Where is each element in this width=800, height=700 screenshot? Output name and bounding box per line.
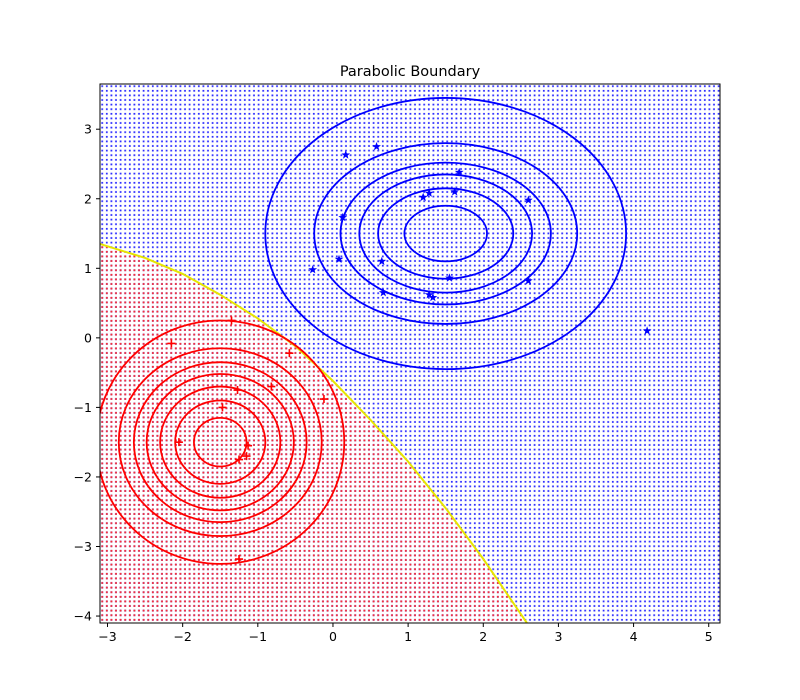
x-tick-label: 2	[479, 629, 487, 644]
y-tick-label: 2	[84, 191, 92, 206]
contour-ellipse	[339, 161, 552, 306]
data-point-plus	[319, 395, 328, 404]
contour-ellipse	[159, 385, 282, 499]
data-point-plus	[242, 452, 251, 461]
y-axis: −4 −3 −2 −1 0 1 2 3	[74, 122, 100, 624]
data-point-star	[524, 195, 533, 204]
x-tick-label: −2	[173, 629, 191, 644]
data-point-plus	[227, 316, 236, 325]
data-point-star	[424, 188, 434, 197]
x-tick-label: 4	[630, 629, 638, 644]
contour-ellipse	[193, 416, 248, 468]
contour-ellipse	[358, 173, 533, 294]
region-class-a	[100, 244, 527, 623]
data-point-star	[378, 288, 388, 297]
y-tick-label: −4	[74, 609, 92, 624]
contour-group	[100, 97, 627, 565]
data-point-star	[450, 187, 460, 196]
data-point-plus	[218, 403, 227, 412]
contour-ellipse	[377, 187, 515, 280]
x-tick-label: 1	[404, 629, 412, 644]
point-group	[167, 142, 652, 564]
data-point-plus	[174, 438, 183, 447]
y-tick-label: −2	[74, 469, 92, 484]
y-tick-label: −3	[74, 539, 92, 554]
data-point-plus	[267, 382, 276, 391]
data-point-plus	[235, 555, 244, 564]
y-tick-label: −1	[74, 400, 92, 415]
data-point-plus	[233, 386, 242, 395]
data-point-star	[372, 142, 381, 151]
data-point-star	[338, 212, 348, 222]
data-point-star	[424, 290, 434, 299]
contour-ellipse	[117, 347, 323, 537]
contour-ellipse	[403, 204, 488, 263]
contour-ellipse	[100, 319, 346, 565]
x-tick-label: −1	[249, 629, 267, 644]
y-tick-label: 3	[84, 122, 92, 137]
data-point-star	[418, 192, 428, 202]
data-point-star	[334, 254, 344, 263]
x-axis: −3 −2 −1 0 1 2 3 4 5	[98, 623, 713, 644]
data-point-plus	[285, 349, 294, 358]
data-point-star	[524, 276, 533, 285]
data-point-star	[642, 326, 652, 335]
x-tick-label: 0	[329, 629, 337, 644]
contour-ellipse	[264, 97, 627, 371]
plot-frame	[99, 83, 721, 624]
contour-ellipse	[145, 373, 295, 512]
chart-title: Parabolic Boundary	[340, 64, 481, 80]
data-point-star	[308, 265, 318, 274]
contour-ellipse	[313, 142, 579, 325]
x-tick-label: 3	[554, 629, 562, 644]
contour-ellipse	[132, 361, 308, 524]
x-tick-label: 5	[705, 629, 713, 644]
x-tick-label: −3	[98, 629, 116, 644]
data-point-star	[445, 273, 454, 282]
data-point-star	[428, 292, 438, 302]
data-point-plus	[235, 455, 244, 464]
data-point-star	[454, 167, 464, 176]
y-tick-label: 1	[84, 261, 92, 276]
data-point-plus	[244, 441, 253, 450]
data-point-plus	[167, 339, 176, 348]
y-tick-label: 0	[84, 330, 92, 345]
data-point-star	[377, 256, 387, 266]
data-point-star	[341, 150, 351, 159]
